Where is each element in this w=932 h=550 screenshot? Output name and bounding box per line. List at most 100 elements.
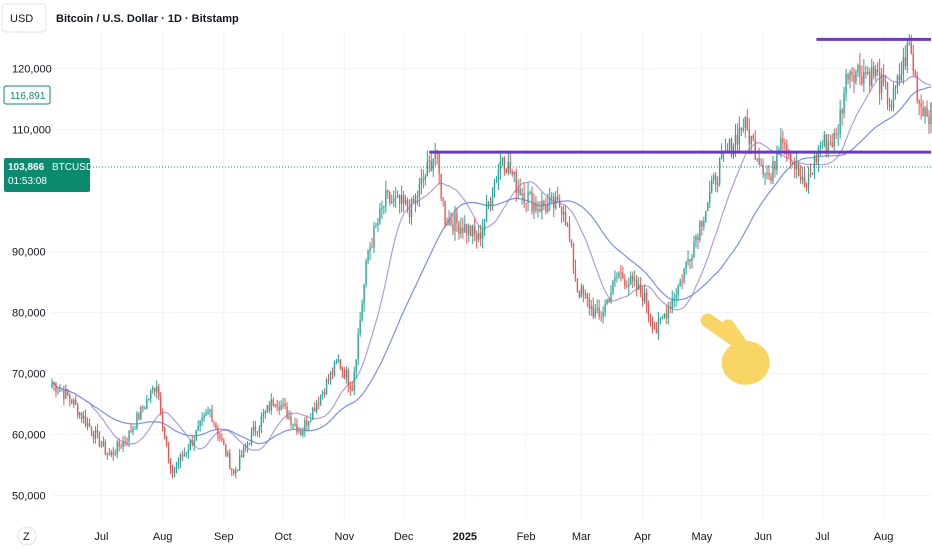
- candle-body: [468, 225, 470, 235]
- candle-body: [701, 221, 703, 227]
- hand-shape: [700, 313, 770, 385]
- currency-label[interactable]: USD: [10, 13, 33, 25]
- candle: [687, 250, 689, 266]
- candle: [314, 402, 316, 412]
- candle-body: [744, 117, 747, 129]
- candle-body: [440, 174, 442, 199]
- candle-body: [545, 206, 547, 212]
- candle: [543, 199, 545, 211]
- candle-body: [869, 71, 871, 86]
- candle: [560, 205, 563, 224]
- candle: [128, 430, 130, 448]
- candle: [157, 383, 160, 401]
- candle-body: [110, 451, 112, 456]
- candle: [896, 74, 899, 95]
- candle-body: [752, 135, 754, 140]
- candle: [715, 172, 717, 193]
- candle-body: [140, 406, 142, 420]
- candle-body: [381, 207, 383, 209]
- candle: [124, 435, 126, 447]
- candle: [108, 448, 110, 456]
- candle-body: [576, 279, 579, 292]
- candle: [458, 220, 460, 240]
- candle: [385, 180, 387, 213]
- candle-body: [904, 57, 907, 67]
- candle: [641, 286, 644, 307]
- candle: [361, 299, 363, 322]
- candle-body: [98, 432, 101, 447]
- candle: [104, 439, 107, 456]
- candle-body: [894, 86, 897, 89]
- candle-body: [813, 155, 816, 174]
- candle-body: [703, 221, 705, 227]
- candle: [827, 134, 829, 158]
- candle-body: [776, 153, 778, 170]
- candle: [189, 439, 191, 451]
- candle: [203, 412, 205, 422]
- current-price-label: 103,866: [8, 162, 45, 173]
- candle-body: [807, 173, 810, 188]
- candle: [572, 242, 575, 274]
- candle: [588, 293, 590, 316]
- candle: [410, 197, 413, 225]
- candle-body: [572, 243, 575, 269]
- candle: [201, 412, 203, 427]
- candle: [580, 283, 583, 298]
- candle-body: [412, 199, 415, 203]
- candle-body: [553, 196, 555, 209]
- candle: [387, 189, 389, 200]
- candle-body: [65, 389, 67, 399]
- candle: [485, 194, 488, 223]
- candle-body: [268, 405, 270, 411]
- candle: [574, 259, 577, 282]
- candle-body: [574, 268, 577, 280]
- candle: [373, 222, 375, 253]
- candle-body: [442, 198, 444, 201]
- candle-body: [323, 392, 326, 395]
- candle-body: [535, 202, 537, 211]
- candle: [578, 290, 581, 299]
- candle: [829, 134, 831, 146]
- candle: [628, 277, 630, 296]
- candle: [697, 233, 699, 250]
- candle: [651, 316, 654, 334]
- candle-body: [784, 142, 786, 144]
- candle: [229, 449, 231, 470]
- candle-body: [740, 127, 743, 131]
- candle-body: [306, 420, 308, 426]
- candle-body: [857, 65, 859, 72]
- candle-body: [197, 425, 199, 431]
- horizontal-levels[interactable]: [429, 37, 931, 154]
- candle: [612, 279, 614, 296]
- candle-body: [450, 219, 452, 225]
- hand-pointing-icon: [700, 313, 770, 385]
- candle: [792, 161, 794, 165]
- price-axis[interactable]: 120,000 110,000 90,000 80,000 70,000 60,000 50…: [12, 64, 52, 503]
- candle-body: [426, 161, 428, 177]
- candle: [738, 116, 741, 153]
- candle-body: [84, 415, 87, 426]
- candle: [154, 387, 156, 397]
- candle: [250, 427, 253, 447]
- candle-body: [604, 303, 606, 313]
- currency-box[interactable]: [1, 3, 47, 33]
- candle-body: [738, 127, 741, 145]
- candle: [513, 171, 515, 183]
- candle-body: [754, 139, 756, 160]
- candle: [746, 108, 748, 131]
- price-tick-label: 120,000: [12, 64, 52, 76]
- timezone-button[interactable]: [17, 526, 37, 546]
- candle-body: [420, 178, 423, 185]
- candle: [221, 433, 223, 443]
- candle: [179, 452, 182, 469]
- timezone-icon[interactable]: Z: [23, 531, 30, 543]
- candle: [371, 237, 373, 249]
- candle: [252, 421, 255, 436]
- candle-body: [264, 411, 267, 414]
- candle-body: [529, 192, 531, 194]
- time-axis[interactable]: Jul Aug Sep Oct Nov Dec 2025 Feb Mar Apr May Jun Jul…: [94, 531, 893, 543]
- candle-body: [924, 107, 926, 117]
- candle-body: [742, 128, 745, 131]
- candle-body: [282, 403, 284, 406]
